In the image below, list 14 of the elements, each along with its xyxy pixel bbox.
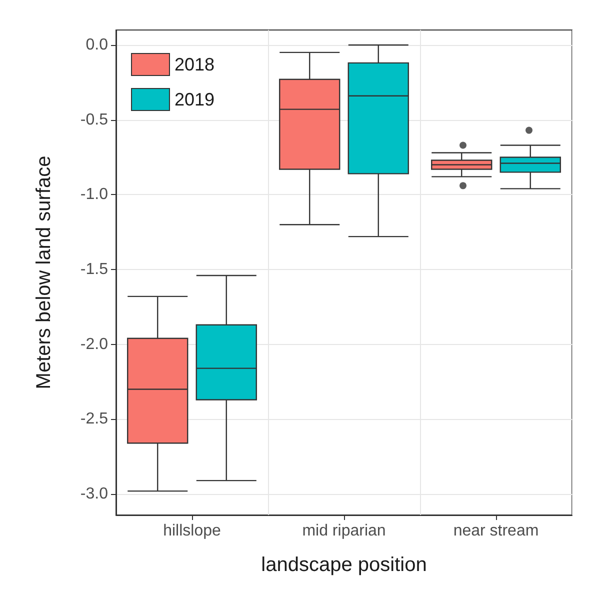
x-tick-label: near stream bbox=[453, 522, 539, 540]
x-axis-title: landscape position bbox=[261, 554, 427, 576]
y-tick-label: -1.5 bbox=[80, 261, 108, 278]
x-tick-label: hillslope bbox=[163, 522, 222, 540]
legend-label: 2019 bbox=[174, 90, 215, 110]
y-tick-label: -2.0 bbox=[80, 336, 108, 353]
y-tick-label: -2.5 bbox=[80, 410, 108, 428]
y-axis-title: Meters below land surface bbox=[33, 156, 55, 390]
x-tick-label: mid riparian bbox=[302, 522, 386, 540]
legend-label: 2018 bbox=[174, 54, 215, 74]
y-tick-label: 0.0 bbox=[86, 36, 108, 54]
y-tick-label: -1.0 bbox=[80, 186, 108, 204]
y-tick-label: -3.0 bbox=[80, 486, 108, 503]
y-tick-label: -0.5 bbox=[80, 111, 108, 128]
